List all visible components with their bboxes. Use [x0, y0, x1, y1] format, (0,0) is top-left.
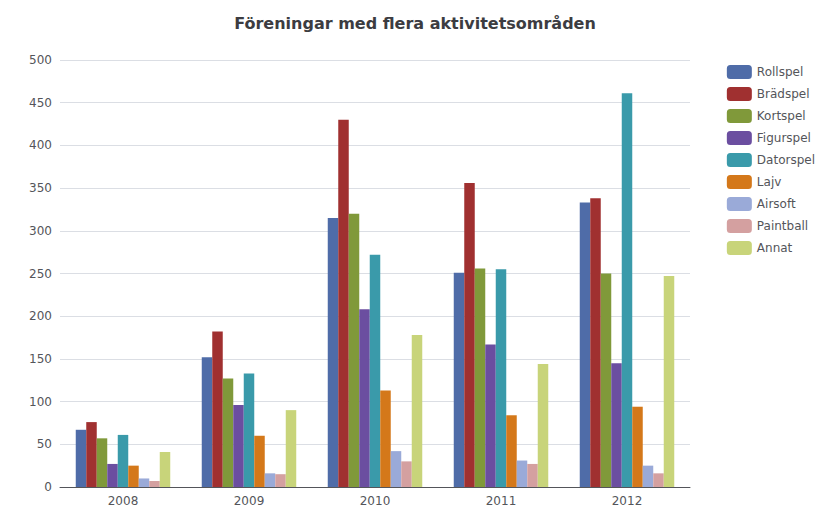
- svg-text:2012: 2012: [612, 494, 643, 508]
- svg-text:500: 500: [29, 53, 52, 67]
- svg-text:Airsoft: Airsoft: [757, 197, 796, 211]
- svg-text:300: 300: [29, 224, 52, 238]
- svg-text:Föreningar med flera aktivitet: Föreningar med flera aktivitetsområden: [234, 14, 596, 33]
- svg-text:2011: 2011: [486, 494, 517, 508]
- svg-text:Lajv: Lajv: [757, 175, 781, 189]
- svg-text:Rollspel: Rollspel: [757, 65, 803, 79]
- svg-text:450: 450: [29, 96, 52, 110]
- svg-text:50: 50: [37, 437, 52, 451]
- svg-text:Annat: Annat: [757, 241, 793, 255]
- svg-text:Paintball: Paintball: [757, 219, 808, 233]
- svg-text:2009: 2009: [234, 494, 265, 508]
- svg-text:150: 150: [29, 352, 52, 366]
- svg-text:200: 200: [29, 309, 52, 323]
- svg-text:0: 0: [44, 480, 52, 494]
- svg-text:2010: 2010: [360, 494, 391, 508]
- svg-text:350: 350: [29, 181, 52, 195]
- svg-text:250: 250: [29, 267, 52, 281]
- svg-text:100: 100: [29, 395, 52, 409]
- svg-text:Kortspel: Kortspel: [757, 109, 806, 123]
- svg-text:2008: 2008: [108, 494, 139, 508]
- svg-text:Brädspel: Brädspel: [757, 87, 810, 101]
- svg-text:400: 400: [29, 138, 52, 152]
- svg-text:Figurspel: Figurspel: [757, 131, 811, 145]
- svg-text:Datorspel: Datorspel: [757, 153, 815, 167]
